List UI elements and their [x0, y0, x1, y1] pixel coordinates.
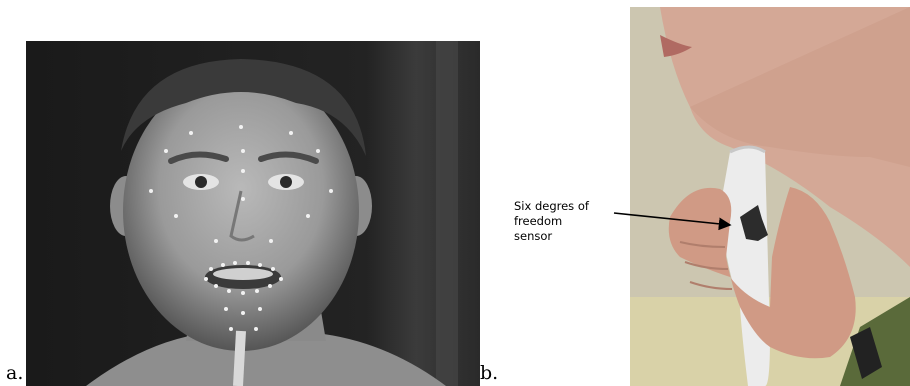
annotation-line: sensor	[514, 229, 553, 243]
panel-label-a: a.	[6, 362, 24, 384]
annotation-line: Six degres of	[514, 199, 589, 213]
face-motion-capture-photo	[26, 41, 480, 386]
annotation-line: freedom	[514, 214, 563, 228]
panel-label-b: b.	[480, 362, 499, 384]
sensor-annotation: Six degres of freedom sensor	[514, 199, 634, 244]
ultrasound-probe-photo	[630, 7, 910, 386]
annotation-arrow	[610, 205, 740, 235]
